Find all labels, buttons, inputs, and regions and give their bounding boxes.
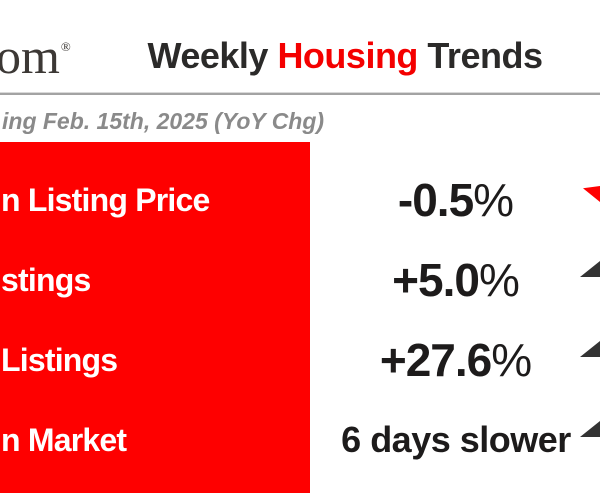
title-accent: Housing bbox=[277, 35, 418, 76]
metric-value: +27.6 bbox=[379, 334, 492, 386]
metric-value-cell: +27.6% bbox=[310, 320, 600, 400]
page-title: Weekly Housing Trends bbox=[120, 33, 570, 79]
metric-label: n Market bbox=[1, 421, 127, 458]
logo-text: om bbox=[0, 28, 60, 84]
table-row: stings +5.0% bbox=[0, 240, 600, 320]
table-row: Listings +27.6% bbox=[0, 320, 600, 400]
title-part-3: Trends bbox=[417, 35, 543, 76]
registered-trademark-icon: ® bbox=[60, 39, 71, 55]
header-divider bbox=[0, 92, 600, 95]
metric-suffix: % bbox=[491, 334, 533, 386]
subtitle-date: ing Feb. 15th, 2025 (YoY Chg) bbox=[2, 108, 325, 134]
metric-value-cell: -0.5% bbox=[310, 160, 600, 240]
table-row: n Listing Price -0.5% bbox=[0, 160, 600, 240]
table-row: n Market 6 days slower bbox=[0, 400, 600, 480]
metric-suffix: % bbox=[478, 254, 520, 306]
metric-label: stings bbox=[1, 261, 91, 298]
metrics-panel bbox=[0, 142, 310, 493]
title-part-1: Weekly bbox=[147, 35, 278, 76]
metric-value: +5.0 bbox=[392, 254, 480, 306]
metric-value: -0.5 bbox=[397, 174, 474, 226]
metric-value-cell: +5.0% bbox=[310, 240, 600, 320]
metric-suffix: % bbox=[473, 174, 515, 226]
metric-value-cell: 6 days slower bbox=[310, 400, 600, 480]
logo-fragment: om® bbox=[0, 28, 71, 84]
metric-value: 6 days slower bbox=[341, 419, 571, 460]
metric-label: Listings bbox=[1, 341, 118, 378]
metric-label: n Listing Price bbox=[1, 181, 210, 218]
